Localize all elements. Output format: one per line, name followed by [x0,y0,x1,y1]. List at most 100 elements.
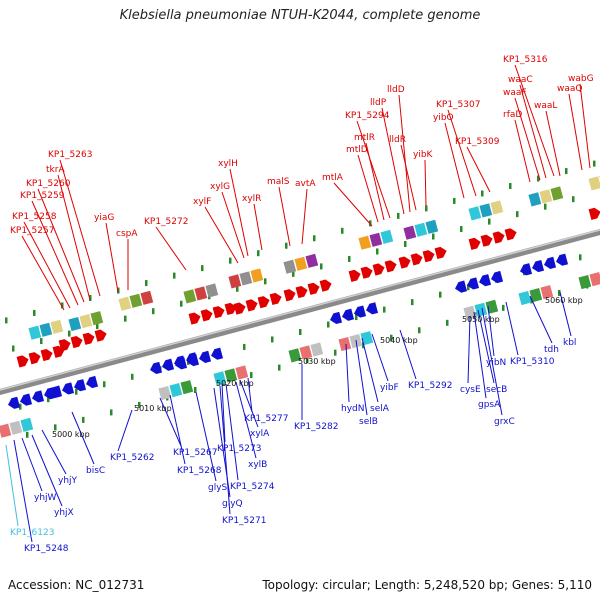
forward-gene-arrow[interactable] [588,207,600,220]
gene-label-bottom[interactable]: KP1_5274 [230,482,275,492]
reverse-gene-arrow[interactable] [478,274,492,287]
forward-gene-arrow[interactable] [70,335,84,349]
gene-label-top[interactable]: KP1_5272 [144,217,188,227]
reverse-gene-arrow[interactable] [161,358,175,372]
gene-label-bottom[interactable]: KP1_6123 [10,528,54,538]
gene-label-bottom[interactable]: KP1_5277 [244,414,288,424]
gene-label-top[interactable]: KP1_5294 [345,111,390,121]
reverse-gene-arrow[interactable] [31,390,45,403]
reverse-gene-arrow[interactable] [519,263,533,276]
reverse-gene-arrow[interactable] [365,302,379,315]
reverse-gene-arrow[interactable] [543,256,557,270]
gene-label-bottom[interactable]: KP1_5273 [217,444,261,454]
reverse-gene-arrow[interactable] [149,361,163,375]
gene-label-top[interactable]: rfaD [503,110,522,120]
reverse-gene-arrow[interactable] [555,253,569,267]
forward-gene-arrow[interactable] [410,252,424,266]
reverse-gene-arrow[interactable] [85,375,99,389]
forward-gene-arrow[interactable] [372,262,386,276]
forward-gene-arrow[interactable] [468,237,482,250]
gene-label-bottom[interactable]: selA [370,404,390,414]
gene-label-bottom[interactable]: KP1_5248 [24,544,69,554]
forward-gene-arrow[interactable] [16,354,30,368]
forward-gene-arrow[interactable] [188,311,202,325]
gene-label-bottom[interactable]: bisC [86,466,105,476]
gene-label-top[interactable]: wabG [568,74,594,84]
forward-gene-arrow[interactable] [480,233,494,247]
gene-label-bottom[interactable]: glyS [208,483,228,493]
reverse-gene-arrow[interactable] [353,305,367,318]
reverse-gene-arrow[interactable] [19,393,33,407]
gene-label-top[interactable]: waaQ [557,84,582,94]
gene-label-bottom[interactable]: grxC [494,417,515,427]
gene-label-bottom[interactable]: cysE [460,385,481,395]
gene-label-top[interactable]: KP1_5309 [455,137,500,147]
gene-label-top[interactable]: yibK [413,150,434,160]
forward-gene-arrow[interactable] [257,295,271,309]
gene-label-bottom[interactable]: yhjW [34,493,57,503]
gene-label-top[interactable]: waaC [508,75,533,85]
forward-gene-arrow[interactable] [94,328,108,342]
forward-gene-arrow[interactable] [28,351,42,365]
forward-gene-arrow[interactable] [504,227,518,241]
gene-label-top[interactable]: KP1_5259 [20,191,65,201]
gene-label-top[interactable]: xylF [193,197,211,207]
gene-label-top[interactable]: lldD [387,85,405,95]
reverse-gene-arrow[interactable] [198,350,212,364]
reverse-gene-arrow[interactable] [210,347,224,361]
gene-label-top[interactable]: mtlD [346,145,368,155]
gene-label-bottom[interactable]: xylB [248,460,267,470]
gene-label-top[interactable]: tkrA [46,165,65,175]
gene-label-bottom[interactable]: KP1_5292 [408,381,452,391]
gene-label-bottom[interactable]: KP1_5268 [177,466,222,476]
forward-gene-arrow[interactable] [307,281,321,295]
reverse-gene-arrow[interactable] [61,382,75,395]
gene-label-bottom[interactable]: gpsA [478,400,501,410]
gene-label-top[interactable]: KP1_5260 [26,179,71,189]
forward-gene-arrow[interactable] [384,259,398,273]
gene-label-top[interactable]: waaF [503,88,527,98]
reverse-gene-arrow[interactable] [341,308,355,322]
gene-label-bottom[interactable]: hydN [341,404,364,414]
gene-label-top[interactable]: yibO [433,113,454,123]
gene-label-top[interactable]: mtlR [354,133,375,143]
gene-label-top[interactable]: waaL [534,101,557,111]
gene-label-top[interactable]: KP1_5307 [436,100,480,110]
reverse-gene-arrow[interactable] [49,385,63,399]
gene-label-top[interactable]: xylG [210,182,230,192]
gene-label-bottom[interactable]: KP1_5262 [110,453,154,463]
gene-label-top[interactable]: mtlA [322,173,344,183]
gene-label-bottom[interactable]: glyQ [222,499,243,509]
gene-label-top[interactable]: xylH [218,159,238,169]
forward-gene-arrow[interactable] [245,298,259,312]
forward-gene-arrow[interactable] [398,255,412,269]
reverse-gene-arrow[interactable] [490,270,504,284]
gene-label-top[interactable]: lldR [389,135,406,145]
forward-gene-arrow[interactable] [40,348,54,362]
gene-label-top[interactable]: KP1_5258 [12,212,57,222]
reverse-gene-arrow[interactable] [329,311,343,325]
gene-label-bottom[interactable]: selB [359,417,378,427]
gene-label-bottom[interactable]: KP1_5310 [510,357,555,367]
reverse-gene-arrow[interactable] [174,357,188,370]
forward-gene-arrow[interactable] [360,265,374,279]
gene-label-top[interactable]: KP1_5263 [48,150,92,160]
gene-label-bottom[interactable]: KP1_5271 [222,516,266,526]
reverse-gene-arrow[interactable] [531,259,545,273]
forward-gene-arrow[interactable] [422,249,436,263]
gene-label-top[interactable]: KP1_5257 [10,226,54,236]
gene-label-bottom[interactable]: xylA [250,429,270,439]
reverse-gene-arrow[interactable] [73,379,87,392]
gene-label-bottom[interactable]: yibF [380,383,399,393]
gene-label-top[interactable]: yiaG [94,213,114,223]
gene-label-bottom[interactable]: KP1_5282 [294,422,338,432]
forward-gene-arrow[interactable] [224,302,238,316]
forward-gene-arrow[interactable] [58,338,72,352]
forward-gene-arrow[interactable] [492,230,506,244]
gene-label-top[interactable]: xylR [242,194,261,204]
forward-gene-arrow[interactable] [295,285,309,299]
gene-label-top[interactable]: KP1_5316 [503,55,548,65]
forward-gene-arrow[interactable] [233,301,247,315]
gene-label-top[interactable]: malS [267,177,290,187]
gene-label-bottom[interactable]: kbl [563,338,576,348]
